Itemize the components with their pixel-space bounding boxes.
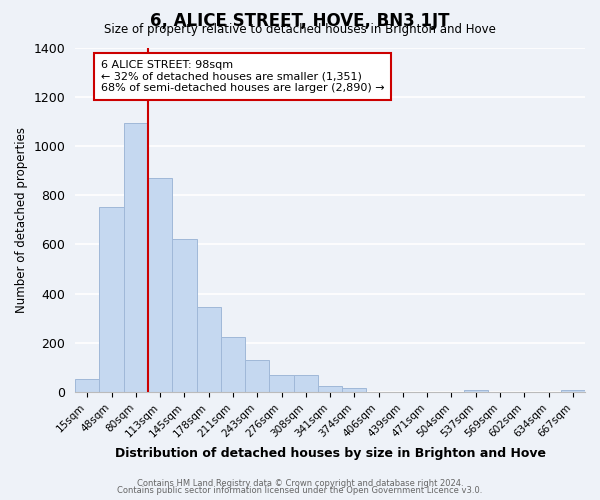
Text: Contains public sector information licensed under the Open Government Licence v3: Contains public sector information licen… — [118, 486, 482, 495]
Bar — [561, 390, 585, 392]
Bar — [464, 390, 488, 392]
Y-axis label: Number of detached properties: Number of detached properties — [15, 127, 28, 313]
Bar — [293, 375, 318, 392]
Text: Contains HM Land Registry data © Crown copyright and database right 2024.: Contains HM Land Registry data © Crown c… — [137, 478, 463, 488]
Bar — [75, 378, 100, 392]
Bar — [148, 178, 172, 392]
Bar — [197, 307, 221, 392]
Text: Size of property relative to detached houses in Brighton and Hove: Size of property relative to detached ho… — [104, 22, 496, 36]
Bar — [100, 208, 124, 392]
Bar — [342, 388, 367, 392]
X-axis label: Distribution of detached houses by size in Brighton and Hove: Distribution of detached houses by size … — [115, 447, 545, 460]
Bar — [221, 336, 245, 392]
Bar — [318, 386, 342, 392]
Text: 6, ALICE STREET, HOVE, BN3 1JT: 6, ALICE STREET, HOVE, BN3 1JT — [150, 12, 450, 30]
Text: 6 ALICE STREET: 98sqm
← 32% of detached houses are smaller (1,351)
68% of semi-d: 6 ALICE STREET: 98sqm ← 32% of detached … — [101, 60, 384, 93]
Bar — [124, 122, 148, 392]
Bar — [172, 240, 197, 392]
Bar — [269, 376, 293, 392]
Bar — [245, 360, 269, 392]
